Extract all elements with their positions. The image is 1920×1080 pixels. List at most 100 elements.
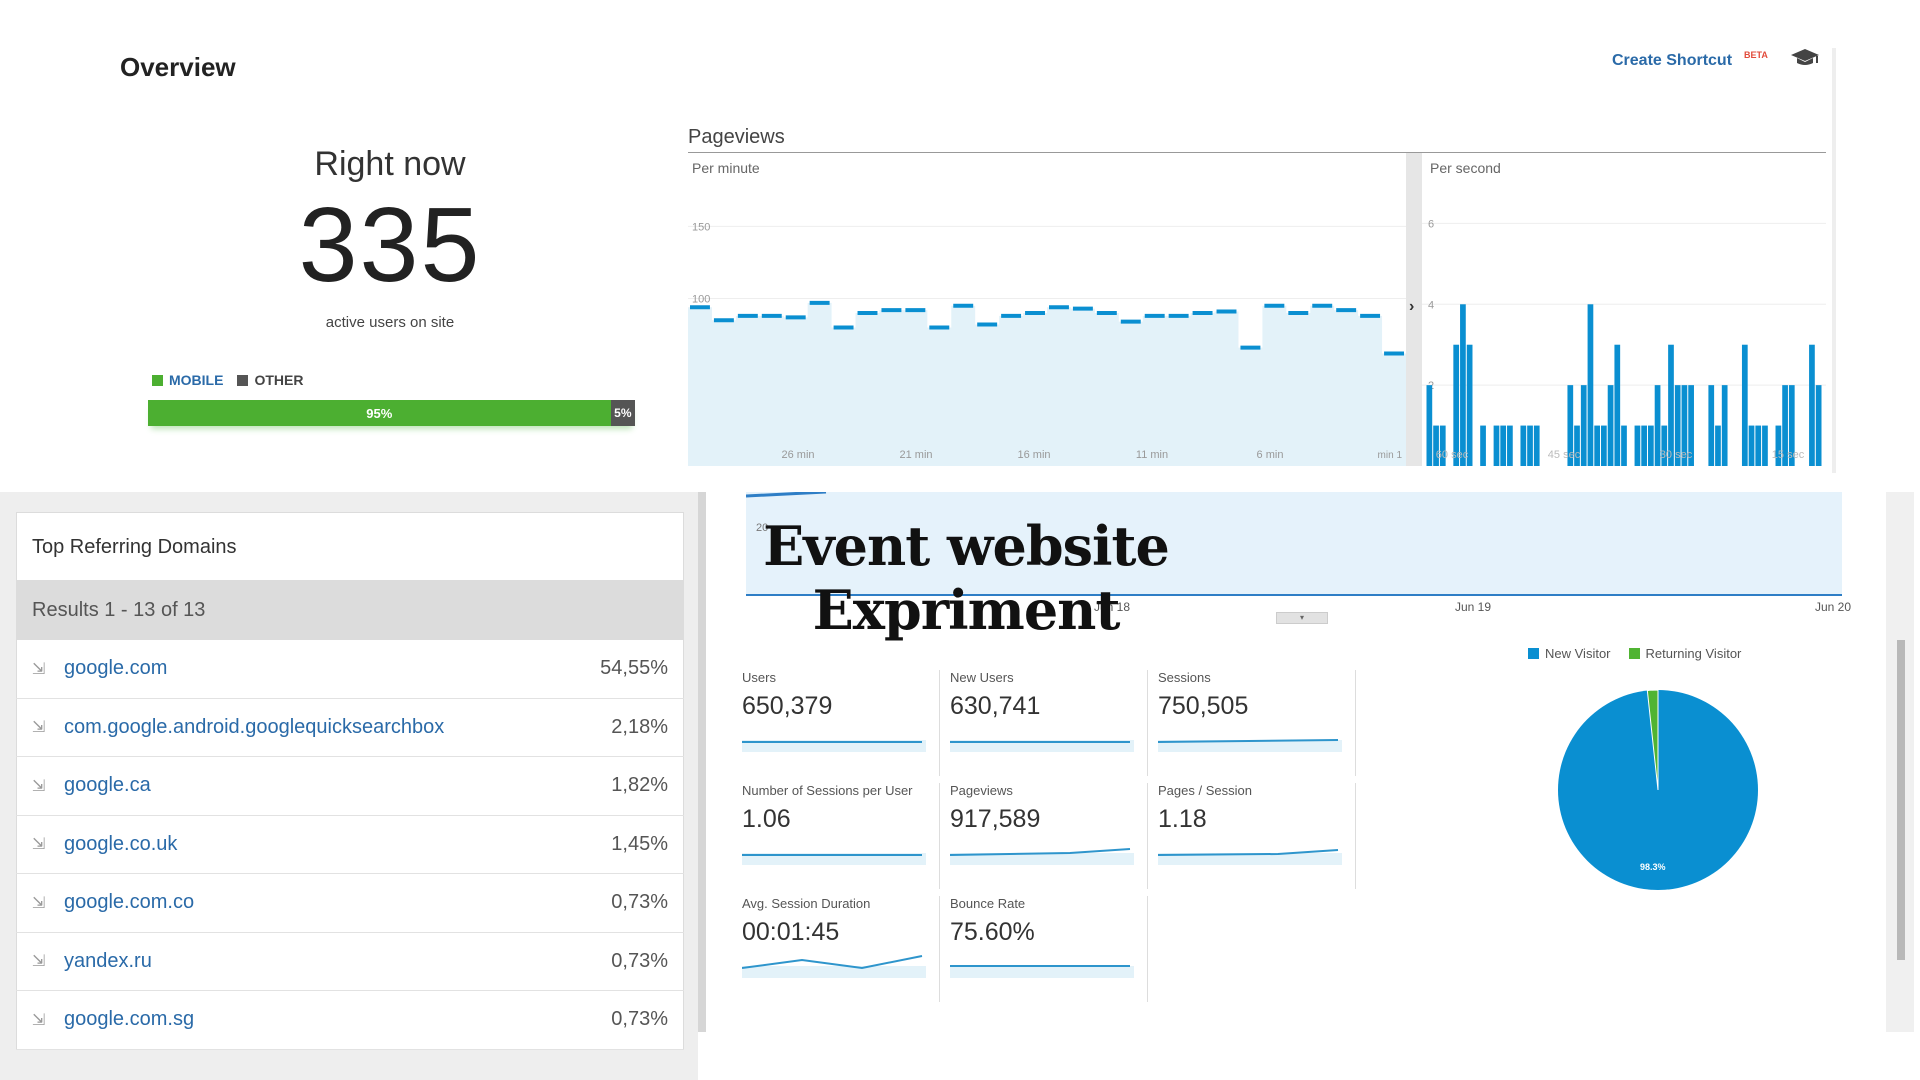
per-second-bar[interactable] bbox=[1500, 425, 1507, 466]
legend-new-visitor[interactable]: New Visitor bbox=[1528, 646, 1611, 661]
metric-card[interactable]: Bounce Rate 75.60% bbox=[950, 896, 1148, 1002]
graduation-cap-icon[interactable] bbox=[1790, 48, 1820, 66]
sparkline-line bbox=[950, 848, 1131, 856]
per-second-bar[interactable] bbox=[1782, 385, 1788, 466]
per-second-bar[interactable] bbox=[1533, 425, 1540, 466]
sparkline-area bbox=[1158, 740, 1342, 752]
external-link-icon[interactable]: ⇲ bbox=[32, 894, 46, 912]
per-second-bar[interactable] bbox=[1755, 425, 1762, 466]
metric-sparkline bbox=[950, 848, 1134, 865]
domain-link[interactable]: google.ca bbox=[64, 774, 151, 797]
device-share-bar: 95% 5% bbox=[148, 400, 635, 426]
per-second-bar[interactable] bbox=[1594, 425, 1601, 466]
per-second-bar[interactable] bbox=[1681, 385, 1688, 466]
referring-domain-row[interactable]: ⇲ google.ca 1,82% bbox=[16, 757, 684, 816]
scrollbar[interactable] bbox=[698, 492, 706, 1032]
other-share-segment: 5% bbox=[610, 400, 635, 426]
right-now-label: Right now bbox=[314, 145, 466, 183]
per-second-bar[interactable] bbox=[1715, 425, 1721, 466]
external-link-icon[interactable]: ⇲ bbox=[32, 719, 46, 737]
external-link-icon[interactable]: ⇲ bbox=[32, 836, 46, 854]
per-second-bar[interactable] bbox=[1433, 425, 1439, 466]
external-link-icon[interactable]: ⇲ bbox=[32, 660, 46, 678]
per-second-bar[interactable] bbox=[1815, 385, 1822, 466]
referring-domain-row[interactable]: ⇲ com.google.android.googlequicksearchbox… bbox=[16, 699, 684, 757]
per-second-bar[interactable] bbox=[1775, 425, 1782, 466]
per-second-bar[interactable] bbox=[1439, 425, 1446, 466]
per-second-bar[interactable] bbox=[1480, 425, 1486, 466]
per-second-bar[interactable] bbox=[1601, 425, 1607, 466]
per-second-bar[interactable] bbox=[1661, 425, 1668, 466]
referring-domain-row[interactable]: ⇲ google.com.co 0,73% bbox=[16, 874, 684, 933]
legend-label: MOBILE bbox=[169, 372, 224, 388]
legend-returning-visitor[interactable]: Returning Visitor bbox=[1628, 646, 1741, 661]
per-second-bar[interactable] bbox=[1748, 425, 1755, 466]
per-second-bar[interactable] bbox=[1493, 425, 1500, 466]
per-second-bar[interactable] bbox=[1453, 344, 1460, 466]
metric-card[interactable]: Pages / Session 1.18 bbox=[1158, 783, 1356, 889]
referring-domain-row[interactable]: ⇲ yandex.ru 0,73% bbox=[16, 933, 684, 991]
external-link-icon[interactable]: ⇲ bbox=[32, 1011, 46, 1029]
create-shortcut-link[interactable]: Create Shortcut bbox=[1612, 52, 1733, 69]
per-second-bar[interactable] bbox=[1567, 385, 1574, 466]
referring-domain-row[interactable]: ⇲ google.com.sg 0,73% bbox=[16, 991, 684, 1050]
metric-card[interactable]: Users 650,379 bbox=[742, 670, 940, 776]
external-link-icon[interactable]: ⇲ bbox=[32, 953, 46, 971]
metric-card[interactable]: Pageviews 917,589 bbox=[950, 783, 1148, 889]
per-second-bar[interactable] bbox=[1674, 385, 1681, 466]
referring-domain-row[interactable]: ⇲ google.co.uk 1,45% bbox=[16, 816, 684, 874]
external-link-icon[interactable]: ⇲ bbox=[32, 777, 46, 795]
metric-label: Sessions bbox=[1158, 670, 1211, 685]
per-second-bar[interactable] bbox=[1809, 344, 1815, 466]
per-second-bar[interactable] bbox=[1614, 344, 1621, 466]
metric-sparkline bbox=[1158, 849, 1342, 865]
metric-card[interactable]: Sessions 750,505 bbox=[1158, 670, 1356, 776]
per-second-bar[interactable] bbox=[1507, 425, 1513, 466]
per-second-bar[interactable] bbox=[1634, 425, 1641, 466]
per-second-bar[interactable] bbox=[1520, 425, 1527, 466]
legend-other: OTHER bbox=[237, 372, 303, 388]
per-minute-area bbox=[688, 302, 1406, 466]
per-second-bar[interactable] bbox=[1466, 344, 1473, 466]
pie-slice-returning-visitor[interactable] bbox=[1646, 689, 1659, 791]
domain-link[interactable]: google.co.uk bbox=[64, 832, 178, 855]
legend-mobile: MOBILE bbox=[152, 372, 223, 388]
per-second-bar[interactable] bbox=[1460, 304, 1466, 466]
chevron-right-icon[interactable]: › bbox=[1409, 298, 1415, 315]
per-second-bar[interactable] bbox=[1587, 304, 1594, 466]
legend-swatch bbox=[152, 374, 163, 386]
per-second-bar[interactable] bbox=[1641, 425, 1647, 466]
referring-domain-row[interactable]: ⇲ google.com 54,55% bbox=[16, 640, 684, 699]
domain-link[interactable]: yandex.ru bbox=[64, 949, 152, 972]
per-second-bar[interactable] bbox=[1574, 425, 1580, 466]
domain-link[interactable]: google.com.sg bbox=[64, 1008, 195, 1031]
pageviews-title: Pageviews bbox=[688, 126, 785, 148]
per-second-bar[interactable] bbox=[1788, 385, 1795, 466]
sparkline-area bbox=[742, 966, 926, 978]
per-second-bar[interactable] bbox=[1654, 385, 1661, 466]
per-second-bar[interactable] bbox=[1607, 385, 1614, 466]
per-second-bar[interactable] bbox=[1426, 385, 1433, 466]
per-second-bar[interactable] bbox=[1580, 385, 1587, 466]
per-second-bar[interactable] bbox=[1527, 425, 1533, 466]
metric-card[interactable]: Avg. Session Duration 00:01:45 bbox=[742, 896, 940, 1002]
y-tick-label: 4 bbox=[1428, 299, 1434, 311]
per-second-bar[interactable] bbox=[1647, 425, 1654, 466]
metric-card[interactable]: New Users 630,741 bbox=[950, 670, 1148, 776]
active-users-caption: active users on site bbox=[325, 314, 455, 331]
domain-link[interactable]: google.com.co bbox=[64, 891, 195, 914]
per-second-bar[interactable] bbox=[1708, 385, 1715, 466]
per-second-bar[interactable] bbox=[1688, 385, 1694, 466]
scrollbar-thumb[interactable] bbox=[1897, 640, 1905, 960]
per-second-bar[interactable] bbox=[1762, 425, 1768, 466]
per-second-bar[interactable] bbox=[1721, 385, 1728, 466]
collapse-toggle[interactable]: ▾ bbox=[1276, 612, 1328, 624]
referring-domains-title: Top Referring Domains bbox=[32, 536, 237, 558]
per-second-bar[interactable] bbox=[1668, 344, 1674, 466]
chart-splitter[interactable] bbox=[1406, 153, 1422, 466]
metric-card[interactable]: Number of Sessions per User 1.06 bbox=[742, 783, 940, 889]
per-second-bar[interactable] bbox=[1741, 344, 1748, 466]
domain-link[interactable]: com.google.android.googlequicksearchbox bbox=[64, 715, 445, 738]
domain-link[interactable]: google.com bbox=[64, 657, 168, 680]
per-second-bar[interactable] bbox=[1621, 425, 1627, 466]
